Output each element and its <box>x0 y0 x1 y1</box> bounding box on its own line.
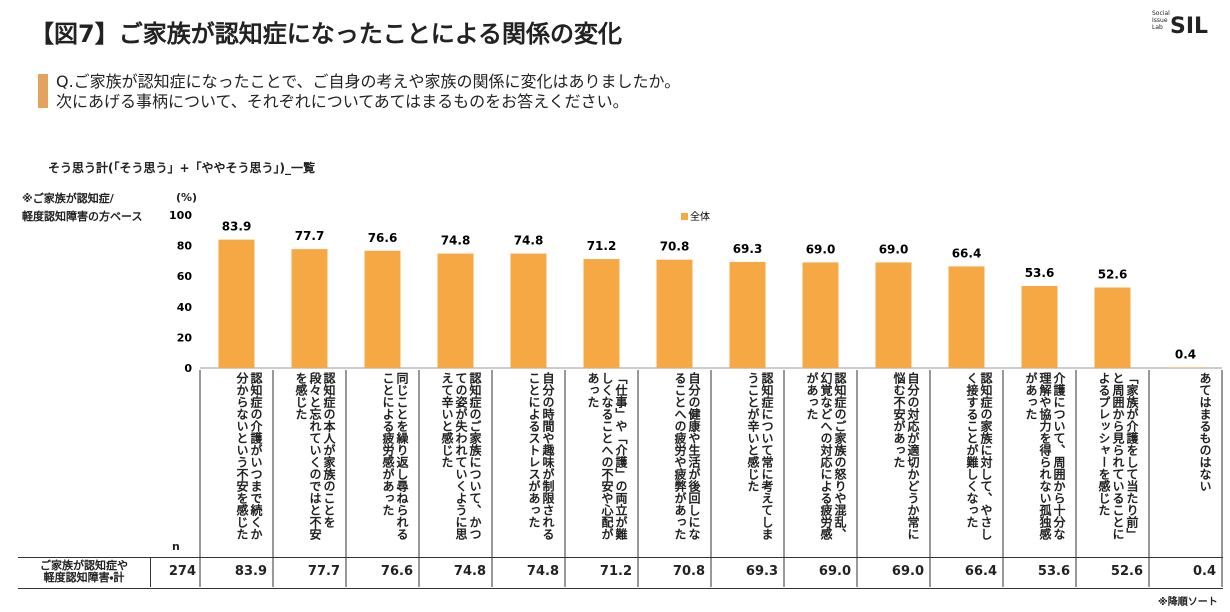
bar <box>802 262 839 368</box>
bar <box>364 250 401 368</box>
bar <box>510 253 547 368</box>
category-label: 認知症について常に考えてしまうことが辛いと感じた <box>746 372 774 540</box>
logo-text: Lab <box>1152 24 1163 31</box>
y-tick-label: 80 <box>177 240 193 253</box>
value-label: 69.0 <box>806 242 836 256</box>
value-cell: 52.6 <box>1110 564 1143 579</box>
n-label: n <box>172 540 180 553</box>
value-label: 66.4 <box>952 246 982 260</box>
category-label: あてはまるものはない <box>1198 372 1212 492</box>
logo-name: SIL <box>1170 14 1209 39</box>
accent-bar <box>38 74 48 108</box>
question-line: Q.ご家族が認知症になったことで、ご自身の考えや家族の関係に変化はありましたか。 <box>56 72 681 91</box>
y-tick-label: 20 <box>177 331 193 344</box>
value-cell: 71.2 <box>599 564 632 579</box>
category-label: 認知症の家族に対して、やさしく接することが難しくなった <box>965 372 993 540</box>
bar <box>218 239 255 368</box>
value-label: 69.0 <box>879 242 909 256</box>
question-line: 次にあげる事柄について、それぞれについてあてはまるものをお答えください。 <box>56 92 629 111</box>
value-label: 83.9 <box>222 220 252 234</box>
note-line: 軽度認知障害の方ベース <box>22 210 143 223</box>
y-tick-label: 60 <box>177 270 193 283</box>
logo-text: Social <box>1152 10 1170 17</box>
category-label: 自分の対応が適切かどうか常に悩む不安があった <box>892 372 920 540</box>
value-label: 74.8 <box>514 234 544 248</box>
bar <box>729 261 766 368</box>
bar <box>583 259 620 368</box>
bar <box>948 266 985 368</box>
logo-text: Issue <box>1152 17 1168 24</box>
value-cell: 69.0 <box>891 564 924 579</box>
legend-swatch <box>681 213 688 220</box>
value-cell: 74.8 <box>526 564 559 579</box>
value-cell: 77.7 <box>307 564 340 579</box>
value-cell: 69.3 <box>745 564 778 579</box>
value-cell: 69.0 <box>818 564 851 579</box>
value-cell: 76.6 <box>380 564 413 579</box>
value-cell: 83.9 <box>234 564 267 579</box>
category-label: 認知症の本人が家族のことを段々と忘れていくのではと不安を感じた <box>294 372 336 540</box>
value-label: 70.8 <box>660 240 690 254</box>
category-label: 介護について、周囲から十分な理解や協力を得られない孤独感があった <box>1024 372 1066 540</box>
y-tick-label: 0 <box>184 362 192 375</box>
y-label: (%) <box>176 191 198 204</box>
row-label-line: 軽度認知障害・計 <box>43 571 125 584</box>
category-label: 自分の時間や趣味が制限されることによるストレスがあった <box>527 372 555 540</box>
logo-small: Social Issue Lab <box>1152 10 1170 31</box>
value-label: 0.4 <box>1175 347 1196 361</box>
value-label: 71.2 <box>587 239 617 253</box>
value-label: 76.6 <box>368 231 398 245</box>
category-label: 「家族が介護をして当たり前」と周囲から見られていることによるプレッシャーを感じた <box>1097 372 1139 540</box>
row-label-line: ご家族が認知症や <box>40 559 128 572</box>
value-label: 77.7 <box>295 229 325 243</box>
value-cell: 66.4 <box>964 564 997 579</box>
bar <box>1167 367 1204 368</box>
legend-label: 全体 <box>690 210 710 223</box>
bar <box>656 259 693 368</box>
value-cell: 74.8 <box>453 564 486 579</box>
category-label: 同じことを繰り返し尋ねられることによる疲労感があった <box>381 372 409 540</box>
table-frame <box>18 557 1223 589</box>
category-label: 認知症のご家族について、かつての姿が失われていくように思えて辛いと感じた <box>440 372 482 540</box>
title: 【図7】ご家族が認知症になったことによる関係の変化 <box>30 20 622 48</box>
note-line: ※ご家族が認知症/ <box>22 192 114 205</box>
value-label: 53.6 <box>1025 266 1055 280</box>
bar <box>291 249 328 368</box>
value-cell: 0.4 <box>1192 564 1216 579</box>
category-label: 認知症のご家族の怒りや混乱、幻覚などへの対応による疲労感があった <box>805 372 847 540</box>
category-label: 「仕事」や「介護」の両立が難しくなることへの不安や心配があった <box>586 372 628 540</box>
question: Q.ご家族が認知症になったことで、ご自身の考えや家族の関係に変化はありましたか。… <box>56 72 680 112</box>
footnote: ※降順ソート <box>1158 597 1218 608</box>
bar <box>437 253 474 368</box>
y-tick-label: 100 <box>169 209 192 222</box>
value-cell: 70.8 <box>672 564 705 579</box>
row-label: ご家族が認知症や 軽度認知障害・計 <box>18 560 150 584</box>
category-label: 自分の健康や生活が後回しになることへの疲労や疲弊があった <box>673 372 701 540</box>
value-label: 74.8 <box>441 234 471 248</box>
value-label: 52.6 <box>1098 268 1128 282</box>
bar <box>1094 287 1131 368</box>
value-cell: 53.6 <box>1037 564 1070 579</box>
value-label: 69.3 <box>733 242 763 256</box>
base-note: ※ご家族が認知症/ 軽度認知障害の方ベース <box>22 190 142 226</box>
y-tick-label: 40 <box>177 301 193 314</box>
category-label: 認知症の介護がいつまで続くか分からないという不安を感じた <box>235 372 263 540</box>
n-cell: 274 <box>150 557 202 587</box>
bar <box>1021 285 1058 368</box>
bar <box>875 262 912 368</box>
subtitle: そう思う計(「そう思う」+「ややそう思う」)_一覧 <box>48 161 316 175</box>
